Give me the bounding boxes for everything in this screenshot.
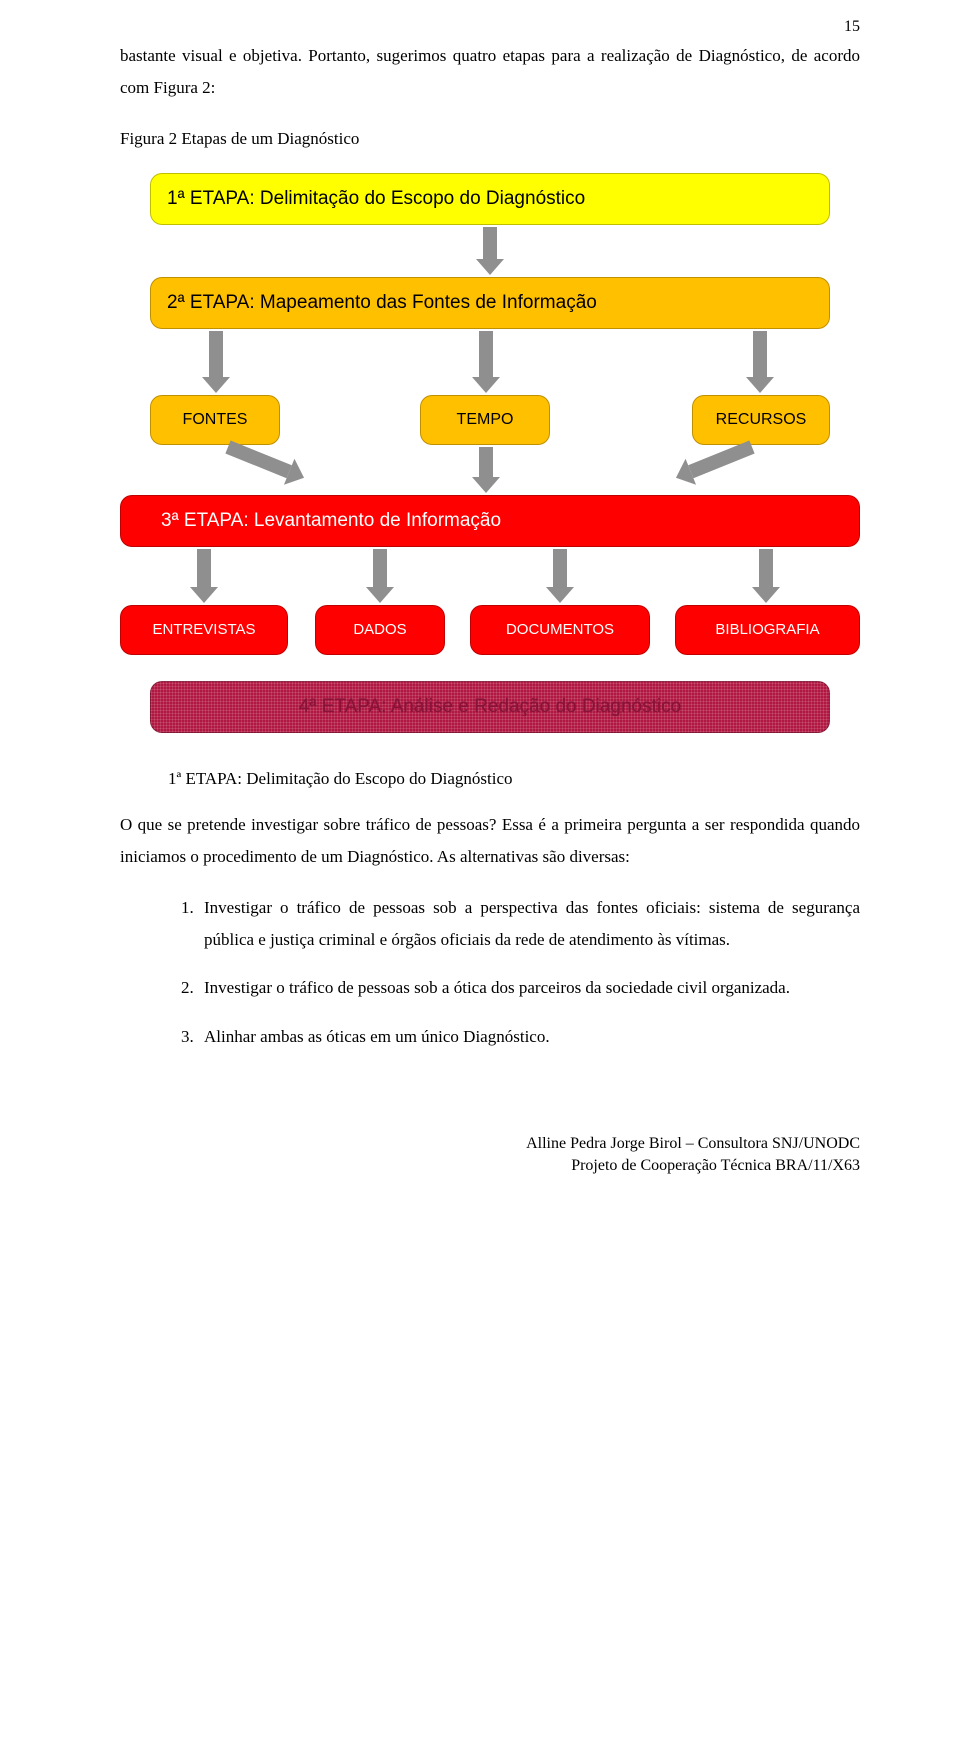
arrow-icon — [472, 331, 500, 393]
intro-paragraph: bastante visual e objetiva. Portanto, su… — [120, 40, 860, 105]
stage2-box: 2ª ETAPA: Mapeamento das Fontes de Infor… — [150, 277, 830, 329]
list-item: Alinhar ambas as óticas em um único Diag… — [198, 1021, 860, 1053]
stage4-box: 4ª ETAPA: Análise e Redação do Diagnósti… — [150, 681, 830, 733]
arrow-icon — [366, 549, 394, 603]
stage3-box: 3ª ETAPA: Levantamento de Informação — [120, 495, 860, 547]
stage1-box: 1ª ETAPA: Delimitação do Escopo do Diagn… — [150, 173, 830, 225]
tempo-box: TEMPO — [420, 395, 550, 445]
documentos-box: DOCUMENTOS — [470, 605, 650, 655]
page: 15 bastante visual e objetiva. Portanto,… — [0, 0, 960, 1208]
footer-line2: Projeto de Cooperação Técnica BRA/11/X63 — [120, 1155, 860, 1177]
arrow-icon — [752, 549, 780, 603]
fontes-box: FONTES — [150, 395, 280, 445]
list-item: Investigar o tráfico de pessoas sob a ót… — [198, 972, 860, 1004]
arrow-icon — [546, 549, 574, 603]
arrow-icon — [472, 447, 500, 493]
question-paragraph: O que se pretende investigar sobre tráfi… — [120, 809, 860, 874]
arrow-icon — [476, 227, 504, 275]
arrow-icon — [202, 331, 230, 393]
section-subhead: 1ª ETAPA: Delimitação do Escopo do Diagn… — [120, 763, 860, 795]
figure-caption: Figura 2 Etapas de um Diagnóstico — [120, 123, 860, 155]
recursos-box: RECURSOS — [692, 395, 830, 445]
arrow-icon — [746, 331, 774, 393]
entrevistas-box: ENTREVISTAS — [120, 605, 288, 655]
footer: Alline Pedra Jorge Birol – Consultora SN… — [120, 1133, 860, 1178]
footer-line1: Alline Pedra Jorge Birol – Consultora SN… — [120, 1133, 860, 1155]
dados-box: DADOS — [315, 605, 445, 655]
arrow-icon — [190, 549, 218, 603]
page-number: 15 — [844, 18, 860, 36]
alternatives-list: Investigar o tráfico de pessoas sob a pe… — [120, 892, 860, 1053]
bibliografia-box: BIBLIOGRAFIA — [675, 605, 860, 655]
etapas-diagram: 1ª ETAPA: Delimitação do Escopo do Diagn… — [120, 173, 860, 733]
list-item: Investigar o tráfico de pessoas sob a pe… — [198, 892, 860, 957]
